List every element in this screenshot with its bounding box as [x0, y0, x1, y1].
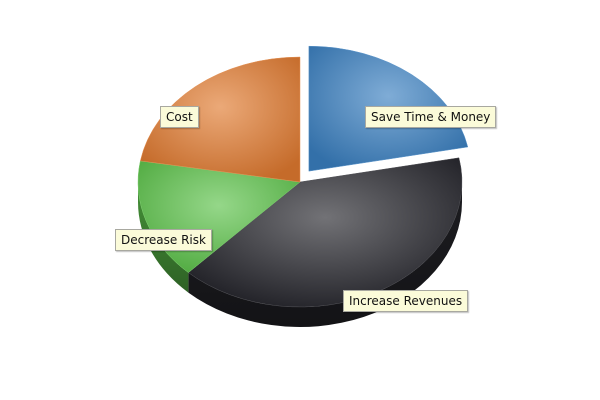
- pie-slice-side: [138, 182, 189, 293]
- slice-label: Save Time & Money: [365, 106, 497, 128]
- slice-label: Cost: [160, 106, 199, 128]
- slice-label: Decrease Risk: [115, 229, 212, 251]
- pie-slice: [140, 56, 301, 183]
- slice-label: Increase Revenues: [343, 290, 469, 312]
